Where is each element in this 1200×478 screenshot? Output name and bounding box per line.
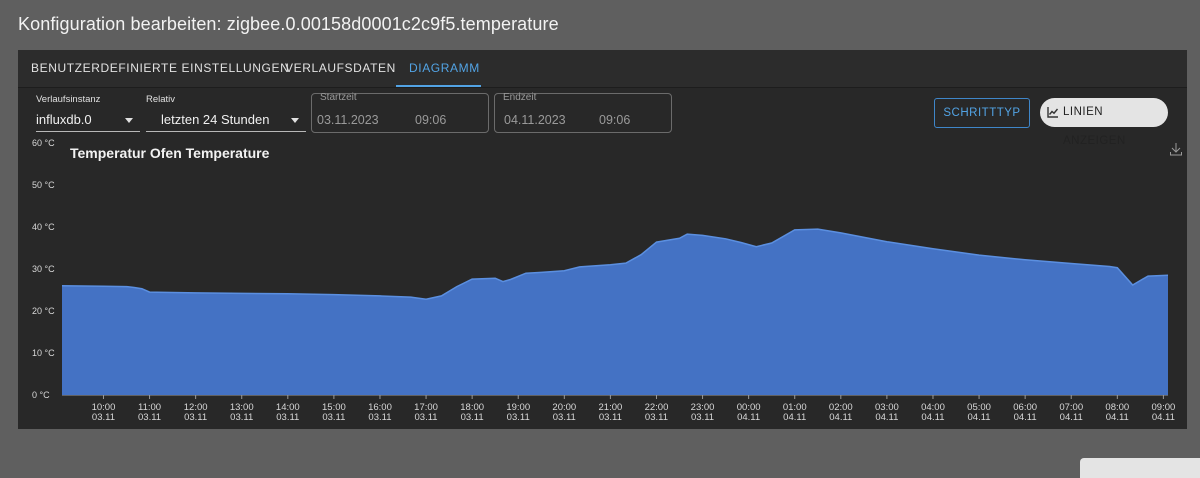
x-tick-date: 04.11 — [829, 412, 852, 423]
tab-chart[interactable]: DIAGRAMM — [409, 61, 480, 75]
tab-history-data[interactable]: VERLAUFSDATEN — [285, 61, 396, 75]
tab-bar: BENUTZERDEFINIERTE EINSTELLUNGEN VERLAUF… — [18, 50, 1187, 88]
x-tick-time: 16:00 — [368, 402, 392, 413]
x-tick-date: 04.11 — [875, 412, 898, 423]
chevron-down-icon — [125, 118, 133, 123]
temperature-area — [62, 229, 1168, 395]
line-chart-icon — [1047, 107, 1059, 118]
x-tick-time: 06:00 — [1013, 402, 1037, 413]
tab-custom-settings[interactable]: BENUTZERDEFINIERTE EINSTELLUNGEN — [31, 61, 290, 75]
x-tick-time: 08:00 — [1105, 402, 1129, 413]
start-date-value: 03.11.2023 — [317, 113, 379, 127]
temperature-chart: Temperatur Ofen Temperature 0 °C 10 °C 20 … — [32, 138, 1182, 423]
x-tick-date: 04.11 — [1152, 412, 1175, 423]
plot-area — [61, 228, 1169, 395]
x-tick-date: 03.11 — [507, 412, 530, 423]
y-tick-label: 40 °C — [32, 222, 55, 232]
x-axis: 10:0003.1111:0003.1112:0003.1113:0003.11… — [62, 394, 1176, 423]
start-time-label: Startzeit — [320, 92, 357, 103]
relative-value: letzten 24 Stunden — [161, 112, 270, 127]
chart-tab-content: Verlaufsinstanz influxdb.0 Relativ letzt… — [18, 88, 1187, 429]
x-tick-time: 07:00 — [1059, 402, 1083, 413]
x-tick-date: 03.11 — [415, 412, 438, 423]
instance-label: Verlaufsinstanz — [36, 94, 101, 105]
x-tick-date: 03.11 — [92, 412, 115, 423]
dialog-panel: BENUTZERDEFINIERTE EINSTELLUNGEN VERLAUF… — [18, 50, 1187, 429]
chevron-down-icon — [291, 118, 299, 123]
step-type-button[interactable]: SCHRITTTYP — [934, 98, 1030, 128]
x-tick-time: 11:00 — [138, 402, 161, 413]
start-time-field[interactable]: Startzeit 03.11.2023 09:06 — [311, 92, 489, 133]
x-tick-time: 00:00 — [737, 402, 761, 413]
footer-button-partial[interactable] — [1080, 458, 1200, 478]
x-tick-date: 03.11 — [276, 412, 299, 423]
x-tick-time: 02:00 — [829, 402, 853, 413]
x-tick-time: 03:00 — [875, 402, 899, 413]
x-tick-date: 04.11 — [737, 412, 760, 423]
x-tick-time: 19:00 — [506, 402, 530, 413]
x-tick-time: 23:00 — [691, 402, 715, 413]
relative-label: Relativ — [146, 94, 176, 105]
x-tick-date: 03.11 — [184, 412, 207, 423]
x-tick-date: 03.11 — [368, 412, 391, 423]
x-tick-time: 18:00 — [460, 402, 484, 413]
instance-underline — [36, 131, 140, 132]
y-tick-label: 20 °C — [32, 306, 55, 316]
y-axis: 0 °C 10 °C 20 °C 30 °C 40 °C 50 °C 60 °C — [32, 138, 55, 400]
x-tick-time: 01:00 — [783, 402, 807, 413]
x-tick-time: 17:00 — [414, 402, 438, 413]
y-tick-label: 0 °C — [32, 390, 50, 400]
x-tick-time: 09:00 — [1152, 402, 1176, 413]
x-tick-date: 04.11 — [921, 412, 944, 423]
x-tick-date: 03.11 — [691, 412, 714, 423]
x-tick-time: 10:00 — [92, 402, 116, 413]
end-time-label: Endzeit — [503, 92, 537, 103]
relative-underline — [146, 131, 306, 132]
tab-active-indicator — [396, 85, 481, 87]
y-tick-label: 30 °C — [32, 264, 55, 274]
x-tick-time: 15:00 — [322, 402, 346, 413]
x-tick-time: 21:00 — [599, 402, 623, 413]
y-tick-label: 10 °C — [32, 348, 55, 358]
x-tick-date: 04.11 — [1014, 412, 1037, 423]
x-tick-date: 03.11 — [230, 412, 253, 423]
y-tick-label: 50 °C — [32, 180, 55, 190]
x-tick-date: 03.11 — [645, 412, 668, 423]
start-time-value: 09:06 — [415, 113, 447, 127]
x-tick-date: 03.11 — [138, 412, 161, 423]
x-tick-time: 20:00 — [552, 402, 576, 413]
end-date-value: 04.11.2023 — [504, 113, 566, 127]
x-tick-date: 03.11 — [322, 412, 345, 423]
x-tick-time: 14:00 — [276, 402, 300, 413]
show-lines-button[interactable]: LINIEN ANZEIGEN — [1040, 98, 1168, 147]
y-tick-label: 60 °C — [32, 138, 55, 148]
x-tick-date: 03.11 — [461, 412, 484, 423]
x-tick-time: 22:00 — [645, 402, 669, 413]
chart-title: Temperatur Ofen Temperature — [70, 145, 270, 161]
x-tick-date: 03.11 — [553, 412, 576, 423]
end-time-value: 09:06 — [599, 113, 631, 127]
x-tick-date: 03.11 — [599, 412, 622, 423]
x-tick-time: 04:00 — [921, 402, 945, 413]
temperature-line — [61, 228, 1169, 300]
x-tick-date: 04.11 — [783, 412, 806, 423]
show-lines-label: LINIEN ANZEIGEN — [1063, 106, 1126, 147]
end-time-field[interactable]: Endzeit 04.11.2023 09:06 — [494, 92, 672, 133]
download-icon[interactable] — [1170, 143, 1182, 156]
instance-value: influxdb.0 — [36, 112, 92, 127]
x-tick-time: 05:00 — [967, 402, 991, 413]
x-tick-time: 13:00 — [230, 402, 254, 413]
x-tick-date: 04.11 — [968, 412, 991, 423]
x-tick-date: 04.11 — [1106, 412, 1129, 423]
x-tick-time: 12:00 — [184, 402, 208, 413]
x-tick-date: 04.11 — [1060, 412, 1083, 423]
dialog-title: Konfiguration bearbeiten: zigbee.0.00158… — [18, 14, 559, 34]
